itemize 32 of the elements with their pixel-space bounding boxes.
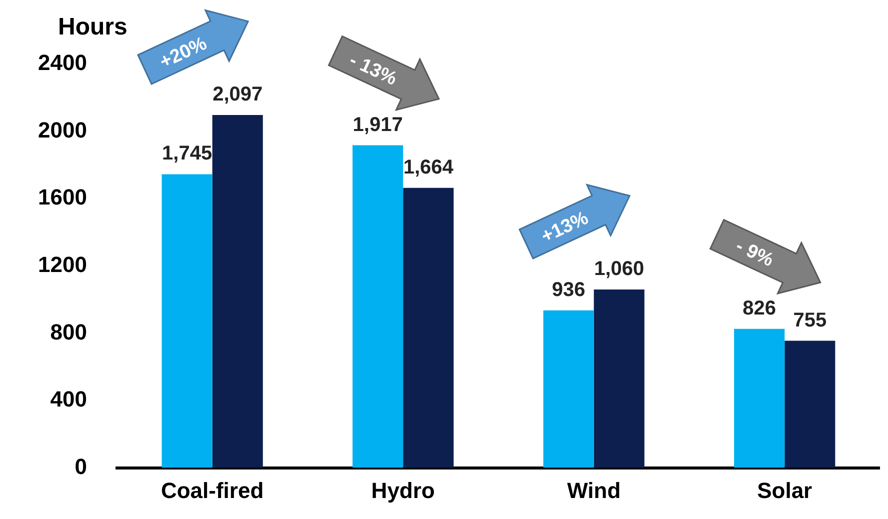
bar — [594, 289, 644, 468]
annotation: +13% — [538, 208, 592, 248]
y-axis-title: Hours — [58, 14, 128, 41]
y-tick-label: 2400 — [38, 50, 87, 76]
x-tick-label: Hydro — [371, 478, 435, 504]
bar — [734, 328, 785, 468]
y-tick-label: 2000 — [38, 117, 87, 142]
y-tick-label: 1200 — [38, 252, 87, 277]
data-label: 936 — [552, 278, 586, 301]
bar — [352, 145, 404, 468]
annotation: - 13% — [346, 50, 400, 90]
data-label: 1,745 — [162, 142, 212, 165]
y-tick-label: 400 — [50, 386, 87, 412]
y-tick-label: 1600 — [38, 184, 87, 210]
bar — [543, 310, 594, 468]
data-label: 1,664 — [403, 156, 454, 178]
bar — [162, 174, 212, 468]
data-label: 1,060 — [594, 258, 644, 280]
annotation: - 9% — [732, 236, 777, 272]
x-tick-label: Wind — [567, 478, 621, 504]
annotation: +20% — [156, 33, 210, 73]
bar — [784, 340, 836, 468]
data-label: 2,097 — [212, 83, 263, 106]
data-label: 826 — [742, 297, 776, 320]
data-label: 1,917 — [352, 114, 403, 136]
x-tick-label: Solar — [757, 478, 813, 504]
y-tick-label: 800 — [50, 319, 87, 344]
bar — [403, 188, 454, 468]
bar — [212, 114, 263, 468]
data-label: 755 — [793, 309, 827, 332]
x-tick-label: Coal-fired — [160, 478, 264, 504]
y-tick-label: 0 — [74, 454, 87, 479]
